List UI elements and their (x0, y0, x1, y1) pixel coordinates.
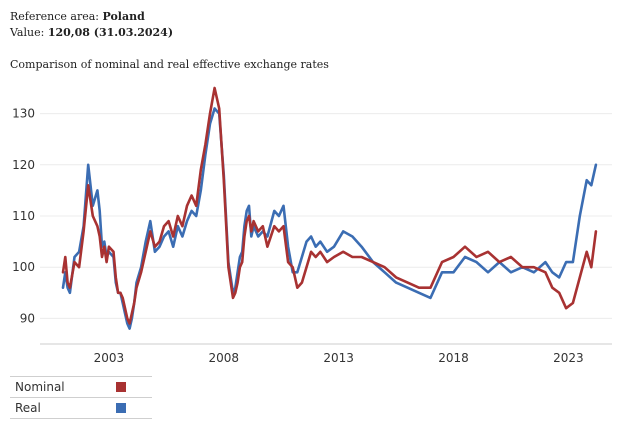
x-tick-label-2008: 2008 (209, 351, 240, 365)
legend-item-nominal[interactable]: Nominal (10, 376, 152, 397)
legend-swatch-real (116, 403, 126, 413)
legend-label-real: Real (15, 401, 41, 415)
value-value: 120,08 (31.03.2024) (47, 26, 174, 39)
y-tick-label-120: 120 (12, 158, 35, 172)
value-line: Value: 120,08 (31.03.2024) (10, 26, 173, 40)
series-line-real (61, 107, 598, 330)
y-tick-label-100: 100 (12, 260, 35, 274)
reference-area-label: Reference area: (10, 10, 99, 23)
x-tick-label-2023: 2023 (553, 351, 584, 365)
value-label: Value: (10, 26, 45, 39)
reference-area-value: Poland (102, 10, 145, 23)
y-tick-label-90: 90 (20, 311, 35, 325)
x-tick-label-2003: 2003 (94, 351, 125, 365)
legend-item-real[interactable]: Real (10, 397, 152, 419)
x-tick-label-2018: 2018 (438, 351, 469, 365)
reference-area-line: Reference area: Poland (10, 10, 145, 24)
x-tick-label-2013: 2013 (323, 351, 354, 365)
chart-title: Comparison of nominal and real effective… (10, 58, 329, 71)
legend-label-nominal: Nominal (15, 380, 65, 394)
series-line-nominal (61, 86, 598, 325)
y-tick-label-110: 110 (12, 209, 35, 223)
y-tick-label-130: 130 (12, 107, 35, 121)
chart-legend: Nominal Real (10, 376, 152, 419)
legend-swatch-nominal (116, 382, 126, 392)
